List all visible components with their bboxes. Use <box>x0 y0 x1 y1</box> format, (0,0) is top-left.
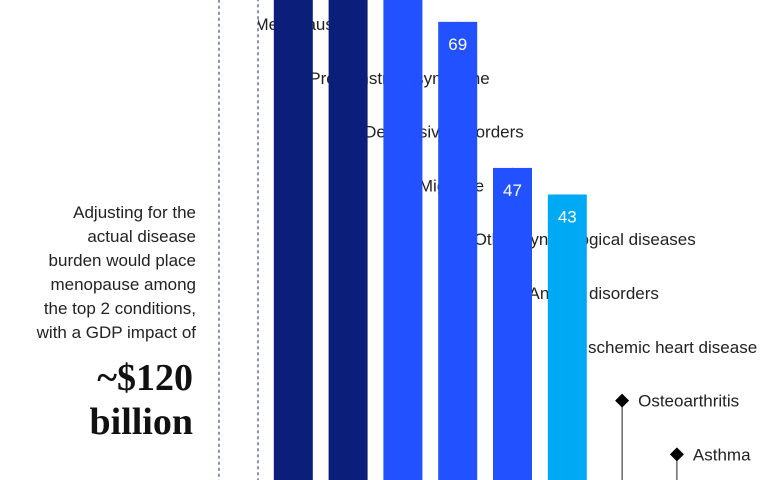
annotation-line-4: menopause among <box>50 275 196 294</box>
annotation-text: Adjusting for the actual disease burden … <box>0 201 196 345</box>
annotation-line-6: with a GDP impact of <box>36 323 196 342</box>
annotation-line-2: actual disease <box>87 227 196 246</box>
annotation-line-5: the top 2 conditions, <box>43 299 196 318</box>
bar-3 <box>383 0 423 480</box>
gdp-impact-amount: ~$120 <box>97 357 193 399</box>
category-label-6: Ischemic heart disease <box>583 338 757 357</box>
bar-5 <box>493 167 532 480</box>
bar-1 <box>273 0 313 480</box>
value-label-5: 47 <box>503 181 522 200</box>
value-label-4: 69 <box>448 35 467 54</box>
category-label-8: Asthma <box>693 445 751 464</box>
bar-6 <box>547 194 587 480</box>
annotation-line-1: Adjusting for the <box>73 203 196 222</box>
category-label-7: Osteoarthritis <box>638 392 739 411</box>
bar-4 <box>438 21 478 480</box>
gdp-impact-value: ~$120 billion <box>90 356 194 444</box>
annotation-line-3: burden would place <box>48 251 196 270</box>
diamond-marker-7 <box>615 393 630 408</box>
gdp-impact-unit: billion <box>89 401 194 443</box>
bar-2 <box>328 0 368 480</box>
bar-0 <box>218 0 259 480</box>
diamond-marker-8 <box>669 447 684 462</box>
value-label-6: 43 <box>558 207 577 226</box>
